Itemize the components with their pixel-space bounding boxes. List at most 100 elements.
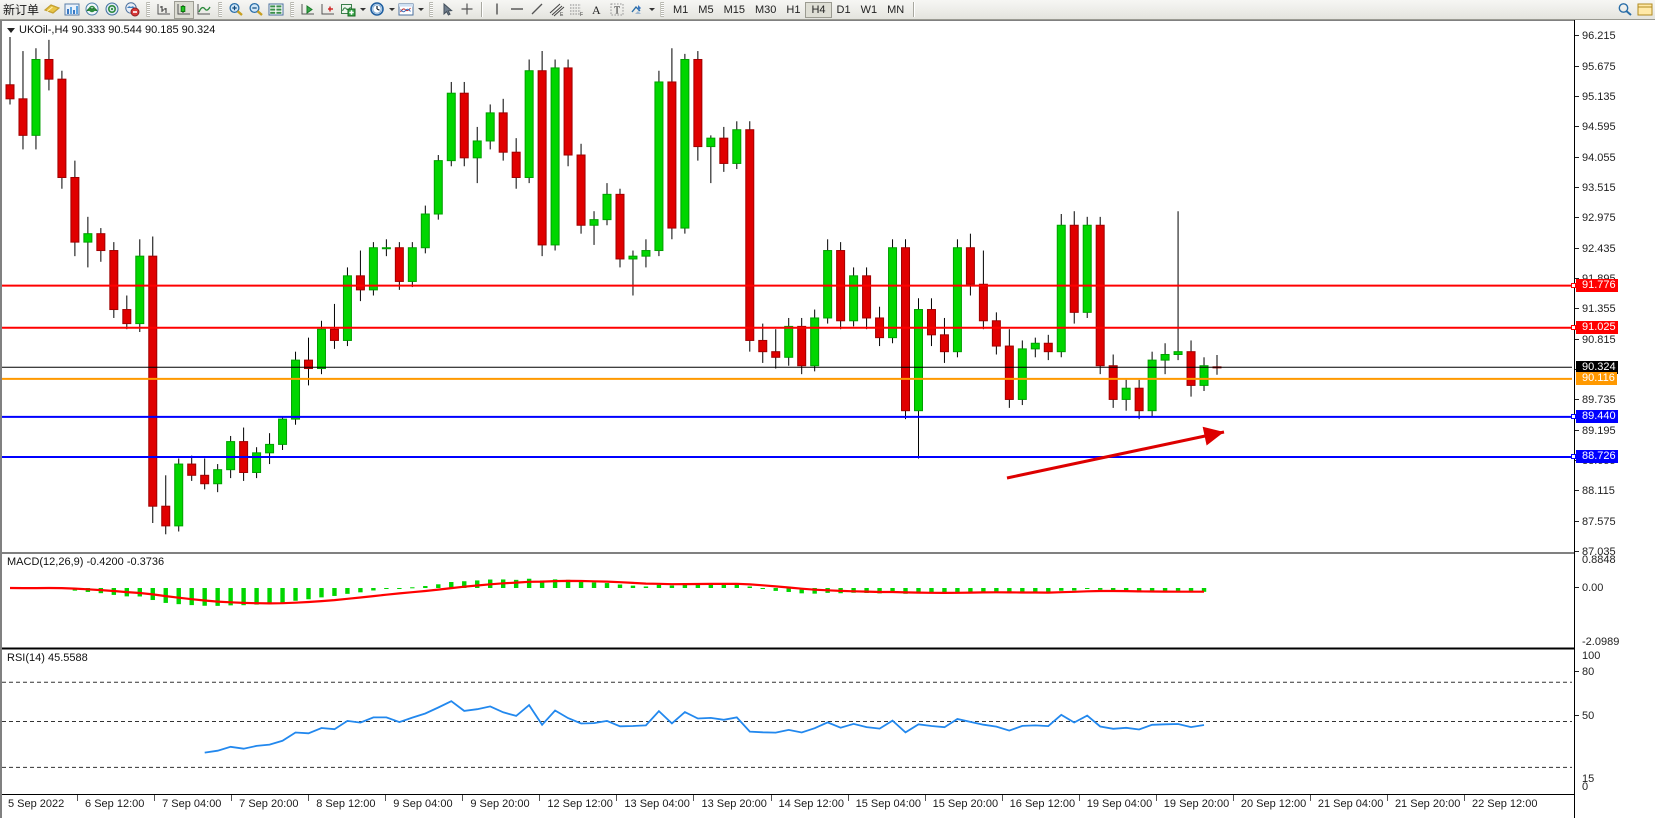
time-axis-separator [385, 795, 387, 801]
time-axis-separator [693, 795, 695, 801]
bar-chart-type-icon[interactable] [154, 1, 174, 19]
price-scale[interactable]: 96.215 95.675 95.135 94.595 94.055 93.515 92.9… [1571, 20, 1655, 818]
templates-dropdown-caret-icon[interactable] [416, 1, 425, 19]
candle-body [862, 275, 872, 319]
toolbar-grip-tools[interactable] [429, 2, 434, 17]
equidistant-channel-icon[interactable]: E [547, 1, 567, 19]
new-order-icon[interactable] [42, 1, 62, 19]
cloud-icon[interactable] [82, 1, 102, 19]
price-level-label-support-2[interactable]: 88.726 [1576, 450, 1618, 464]
candle-body [823, 250, 833, 319]
candlestick-type-icon[interactable] [174, 0, 195, 19]
candle-body [1108, 365, 1118, 400]
macd-histogram-bar [1046, 588, 1051, 593]
line-chart-type-icon[interactable] [194, 1, 214, 19]
zoom-out-icon[interactable] [246, 1, 266, 19]
fibonacci-icon[interactable]: F [567, 1, 587, 19]
price-tick: 90.815 [1575, 334, 1655, 346]
candle-body [394, 247, 404, 282]
timeframe-h4[interactable]: H4 [805, 1, 832, 18]
text-label-icon[interactable]: T [607, 1, 627, 19]
indicators-icon[interactable] [338, 1, 358, 19]
macd-histogram-bar [578, 581, 584, 588]
macd-histogram-bar [916, 588, 921, 594]
tick-mark [1575, 715, 1579, 716]
price-level-label-resistance-1[interactable]: 91.776 [1576, 279, 1618, 293]
search-icon[interactable] [1615, 1, 1635, 19]
objects-icon[interactable] [627, 1, 647, 19]
tick-mark [1575, 671, 1579, 672]
price-tick-label: 88.115 [1582, 485, 1615, 498]
period-clock-icon[interactable] [367, 1, 387, 19]
toolbar-grip-periods[interactable] [660, 2, 665, 17]
data-window-icon[interactable] [266, 1, 286, 19]
period-dropdown-caret-icon[interactable] [387, 1, 396, 19]
objects-dropdown-caret-icon[interactable] [647, 1, 656, 19]
price-tick-label: 89.735 [1582, 394, 1616, 407]
timeframe-w1[interactable]: W1 [860, 3, 878, 16]
zoom-in-icon[interactable] [226, 1, 246, 19]
chart-shift-icon[interactable] [318, 1, 338, 19]
macd-histogram-bar [306, 588, 311, 600]
time-axis-label: 9 Sep 20:00 [470, 798, 530, 810]
vertical-line-icon[interactable] [487, 1, 507, 19]
chevron-down-icon[interactable] [7, 27, 15, 33]
window-list-icon[interactable] [1635, 1, 1655, 19]
time-axis-label: 19 Sep 04:00 [1086, 798, 1153, 810]
price-level-label-resistance-2[interactable]: 91.025 [1576, 321, 1618, 335]
macd-tick: 0.8848 [1575, 554, 1655, 566]
crosshair-icon[interactable] [457, 1, 477, 19]
time-axis-label: 20 Sep 12:00 [1240, 798, 1307, 810]
candle-body [96, 233, 106, 252]
trend-arrow-head[interactable] [1202, 426, 1224, 446]
price-level-label-bid-price[interactable]: 90.116 [1576, 372, 1617, 386]
price-tick-label: 92.435 [1582, 242, 1616, 255]
price-panel[interactable] [2, 20, 1574, 794]
time-axis[interactable]: 5 Sep 2022 6 Sep 12:00 7 Sep 04:00 7 Sep 20… [2, 794, 1574, 818]
price-level-label-last-price[interactable]: 90.324 [1576, 360, 1618, 374]
macd-histogram-bar [332, 588, 337, 596]
macd-histogram-bar [955, 588, 960, 593]
candle-body [706, 137, 716, 148]
trendline-icon[interactable] [527, 1, 547, 19]
toolbar-grip-scroll[interactable] [290, 2, 295, 17]
macd-histogram-bar [773, 588, 778, 591]
toolbar-grip-zoom[interactable] [218, 2, 223, 17]
candle-body [187, 463, 197, 476]
timeframe-d1[interactable]: D1 [836, 3, 851, 16]
macd-histogram-bar [747, 586, 752, 588]
chart-area[interactable]: 96.215 95.675 95.135 94.595 94.055 93.515 92.9… [0, 20, 1655, 818]
timeframe-m5[interactable]: M5 [698, 3, 714, 16]
time-axis-label: 13 Sep 20:00 [701, 798, 767, 810]
time-axis-label: 14 Sep 12:00 [778, 798, 844, 810]
toolbar-grip-chart-types[interactable] [146, 2, 151, 17]
cursor-icon[interactable] [437, 1, 457, 19]
timeframe-m1[interactable]: M1 [673, 3, 689, 16]
candle-body [576, 154, 586, 226]
candle-body [316, 328, 326, 370]
signals-icon[interactable] [102, 1, 122, 19]
auto-scroll-icon[interactable] [298, 1, 318, 19]
new-order-button[interactable]: 新订单 [3, 3, 40, 17]
candle-body [213, 469, 223, 485]
rsi-tick: 15 [1575, 773, 1655, 785]
rsi-line [204, 700, 1205, 754]
timeframe-h1[interactable]: H1 [786, 3, 801, 16]
templates-icon[interactable] [396, 1, 416, 19]
indicators-dropdown-caret-icon[interactable] [358, 1, 367, 19]
candle-body [511, 151, 521, 178]
candle-body [407, 247, 417, 282]
horizontal-line-icon[interactable] [507, 1, 527, 19]
timeframe-m15[interactable]: M15 [723, 3, 745, 16]
timeframe-mn[interactable]: MN [887, 3, 905, 16]
text-icon[interactable]: A [587, 1, 607, 19]
macd-histogram-bar [254, 588, 259, 605]
timeframe-m30[interactable]: M30 [754, 3, 777, 16]
tick-mark [1575, 217, 1579, 219]
trend-arrow-shaft[interactable] [1006, 430, 1225, 480]
autotrading-icon[interactable] [122, 1, 142, 19]
candle-body [810, 317, 820, 367]
price-level-label-support-1[interactable]: 89.440 [1576, 410, 1618, 424]
candle-body [148, 255, 158, 507]
bar-chart-icon[interactable] [62, 1, 82, 19]
